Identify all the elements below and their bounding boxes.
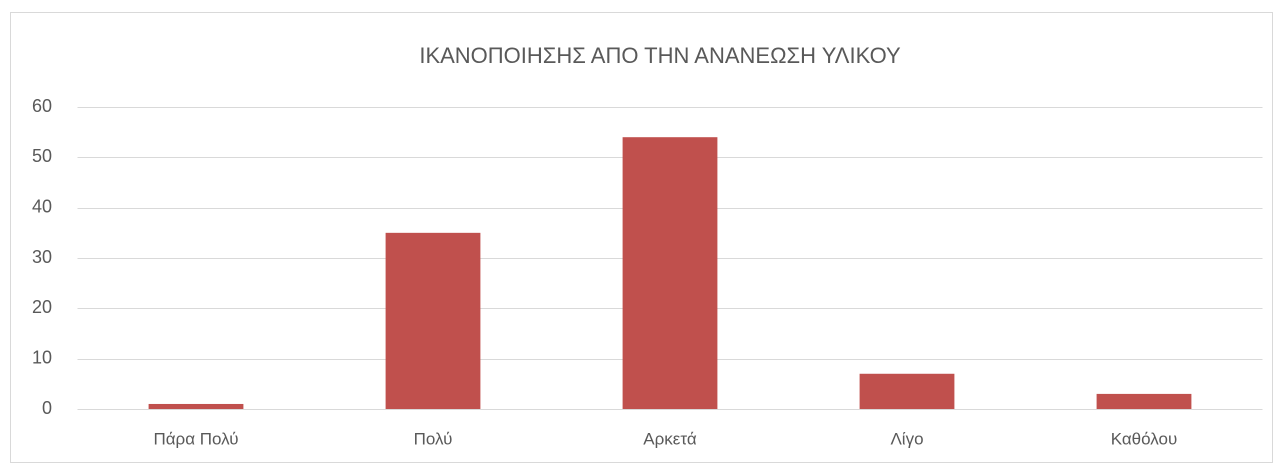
- bar: [859, 373, 955, 409]
- x-tick-label: Λίγο: [890, 429, 923, 448]
- y-tick-label: 10: [32, 347, 52, 367]
- y-tick-label: 0: [42, 398, 52, 418]
- y-tick-label: 40: [32, 196, 52, 216]
- x-tick-label: Καθόλου: [1111, 429, 1178, 448]
- x-tick-label: Πάρα Πολύ: [153, 429, 238, 448]
- x-tick-label: Πολύ: [414, 429, 453, 448]
- y-tick-label: 30: [32, 247, 52, 267]
- y-tick-label: 50: [32, 146, 52, 166]
- y-tick-label: 60: [32, 96, 52, 116]
- bar: [1096, 393, 1192, 409]
- x-tick-label: Αρκετά: [643, 429, 697, 448]
- bar: [148, 403, 244, 409]
- bar: [385, 232, 481, 409]
- bar: [622, 137, 718, 409]
- y-tick-label: 20: [32, 297, 52, 317]
- chart-title: ΙΚΑΝΟΠΟΙΗΣΗΣ ΑΠΟ ΤΗΝ ΑΝΑΝΕΩΣΗ ΥΛΙΚΟΥ: [419, 43, 901, 68]
